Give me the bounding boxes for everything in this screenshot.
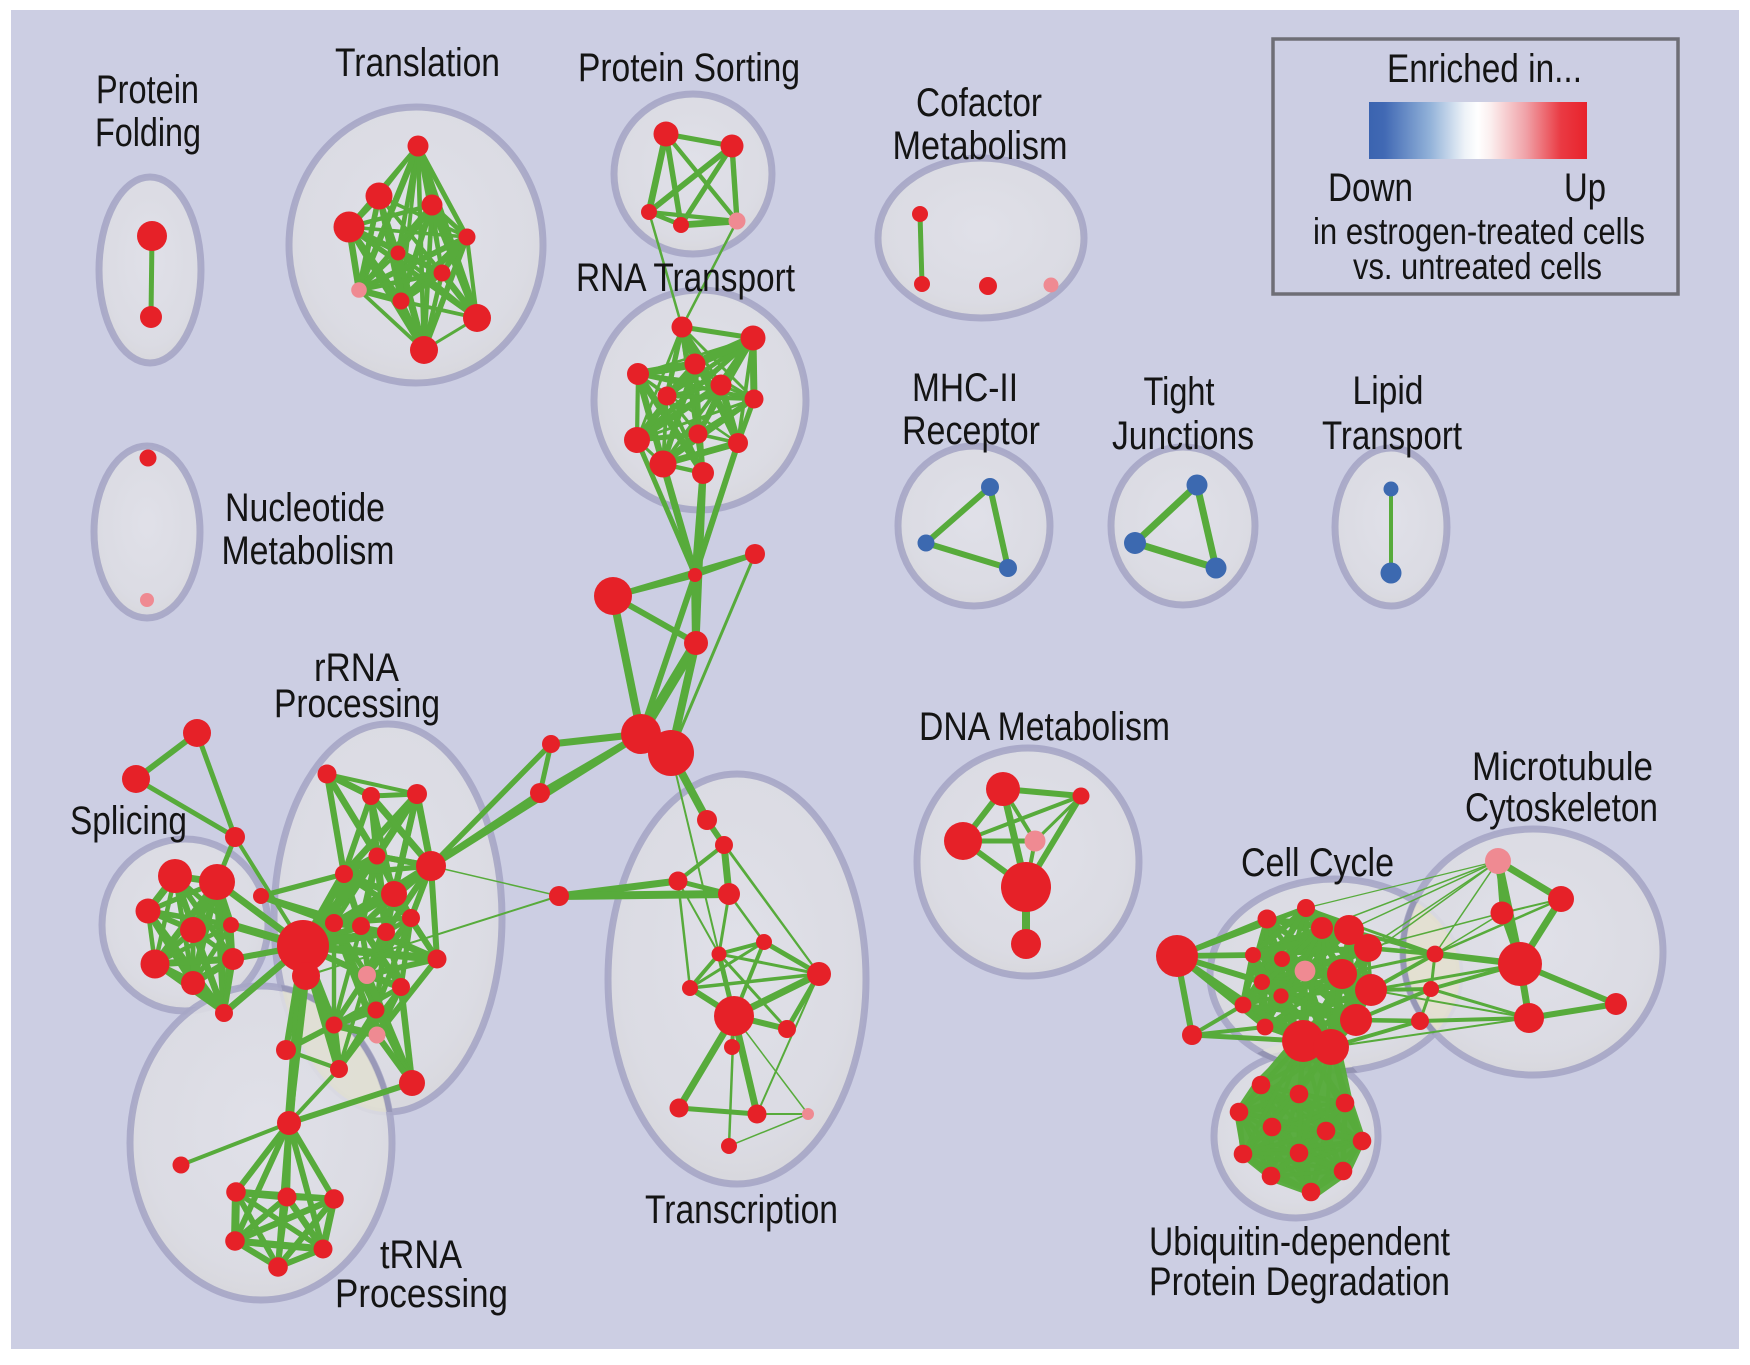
- svg-text:Ubiquitin-dependent: Ubiquitin-dependent: [1149, 1220, 1450, 1264]
- svg-text:tRNA: tRNA: [380, 1233, 462, 1277]
- svg-text:Folding: Folding: [95, 111, 201, 155]
- svg-text:Transport: Transport: [1322, 414, 1462, 458]
- svg-text:Tight: Tight: [1144, 370, 1215, 414]
- svg-text:vs. untreated cells: vs. untreated cells: [1353, 246, 1602, 287]
- svg-text:Processing: Processing: [335, 1272, 508, 1316]
- svg-text:Processing: Processing: [274, 682, 440, 726]
- svg-text:RNA Transport: RNA Transport: [576, 256, 795, 300]
- svg-text:Metabolism: Metabolism: [222, 529, 395, 573]
- svg-text:in estrogen-treated cells: in estrogen-treated cells: [1313, 211, 1645, 252]
- svg-text:Down: Down: [1328, 166, 1413, 210]
- svg-text:Enriched in...: Enriched in...: [1387, 47, 1582, 91]
- svg-text:DNA Metabolism: DNA Metabolism: [919, 705, 1170, 749]
- svg-text:Lipid: Lipid: [1353, 369, 1424, 413]
- svg-text:Protein Degradation: Protein Degradation: [1149, 1260, 1450, 1304]
- svg-text:Metabolism: Metabolism: [893, 124, 1068, 168]
- svg-text:MHC-II: MHC-II: [912, 366, 1018, 410]
- svg-text:rRNA: rRNA: [314, 646, 399, 690]
- svg-text:Cofactor: Cofactor: [916, 81, 1042, 125]
- svg-text:Microtubule: Microtubule: [1472, 745, 1653, 789]
- svg-text:Protein Sorting: Protein Sorting: [578, 46, 800, 90]
- svg-text:Cell Cycle: Cell Cycle: [1241, 841, 1394, 885]
- svg-text:Protein: Protein: [96, 68, 199, 112]
- svg-text:Up: Up: [1564, 166, 1606, 210]
- svg-text:Splicing: Splicing: [70, 799, 187, 843]
- svg-text:Transcription: Transcription: [645, 1188, 838, 1232]
- svg-text:Cytoskeleton: Cytoskeleton: [1465, 786, 1658, 830]
- svg-text:Junctions: Junctions: [1112, 414, 1254, 458]
- svg-text:Nucleotide: Nucleotide: [225, 486, 385, 530]
- svg-text:Receptor: Receptor: [902, 409, 1040, 453]
- svg-text:Translation: Translation: [335, 41, 500, 85]
